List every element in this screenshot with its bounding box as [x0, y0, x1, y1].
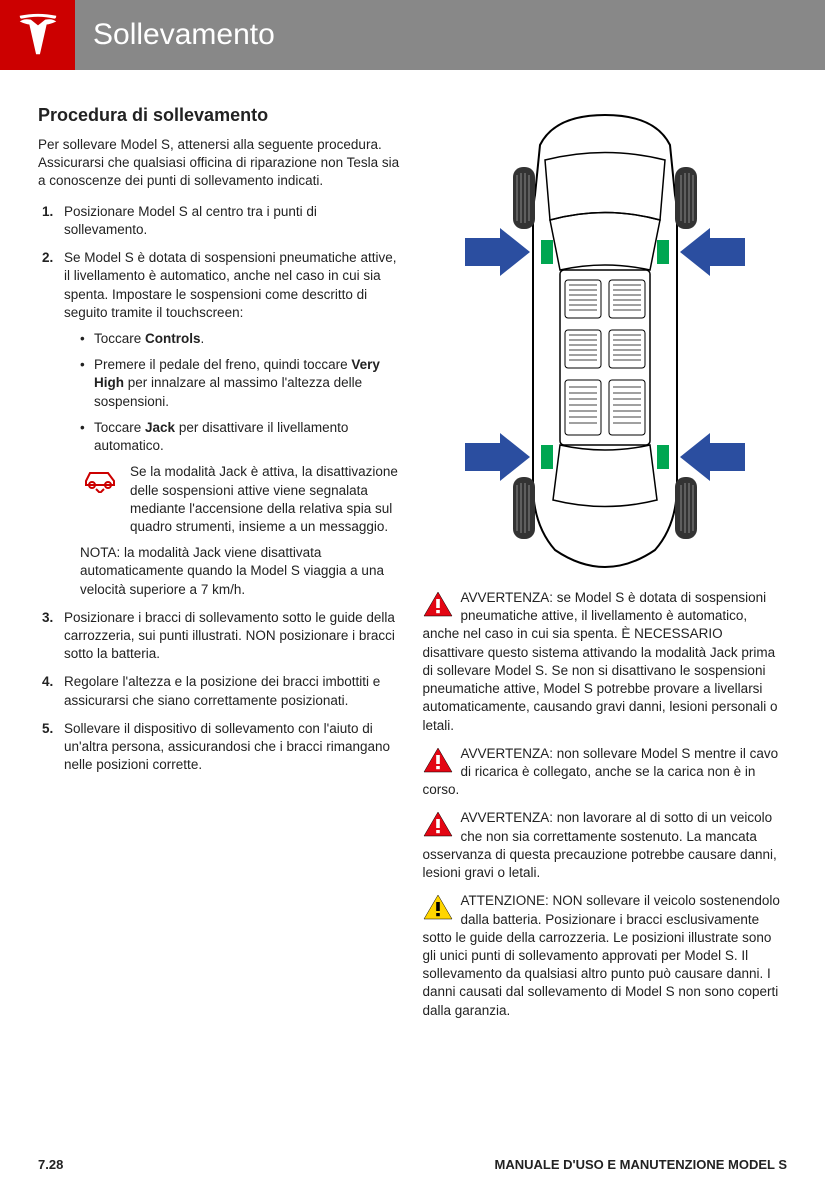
step-2: Se Model S è dotata di sospensioni pneum… — [38, 249, 403, 599]
step-3: Posizionare i bracci di sollevamento sot… — [38, 609, 403, 664]
header-bar: Sollevamento — [0, 0, 825, 70]
jack-mode-note: Se la modalità Jack è attiva, la disatti… — [80, 463, 403, 536]
content-area: Procedura di sollevamento Per sollevare … — [0, 70, 825, 1030]
section-heading: Procedura di sollevamento — [38, 105, 403, 126]
tesla-logo-icon — [14, 11, 62, 59]
manual-title: MANUALE D'USO E MANUTENZIONE MODEL S — [495, 1157, 787, 1172]
warning-icon — [423, 747, 453, 773]
lift-points-diagram — [423, 105, 788, 575]
warning-3: AVVERTENZA: non lavorare al di sotto di … — [423, 809, 788, 882]
left-column: Procedura di sollevamento Per sollevare … — [38, 105, 403, 1030]
step-1: Posizionare Model S al centro tra i punt… — [38, 203, 403, 239]
page-number: 7.28 — [38, 1157, 63, 1172]
bullet-jack: Toccare Jack per disattivare il livellam… — [80, 419, 403, 455]
suspension-car-icon — [80, 463, 120, 493]
step-2-sublist: Toccare Controls. Premere il pedale del … — [64, 330, 403, 455]
warning-icon — [423, 811, 453, 837]
bullet-very-high: Premere il pedale del freno, quindi tocc… — [80, 356, 403, 411]
warning-2-text: AVVERTENZA: non sollevare Model S mentre… — [423, 746, 779, 797]
step-5: Sollevare il dispositivo di sollevamento… — [38, 720, 403, 775]
jack-mode-note-text: Se la modalità Jack è attiva, la disatti… — [130, 463, 403, 536]
caution-1-text: ATTENZIONE: NON sollevare il veicolo sos… — [423, 893, 780, 1017]
intro-paragraph: Per sollevare Model S, attenersi alla se… — [38, 136, 403, 191]
title-bar: Sollevamento — [75, 0, 825, 70]
caution-1: ATTENZIONE: NON sollevare il veicolo sos… — [423, 892, 788, 1020]
step-4: Regolare l'altezza e la posizione dei br… — [38, 673, 403, 709]
warning-1-text: AVVERTENZA: se Model S è dotata di sospe… — [423, 590, 778, 733]
warning-icon — [423, 591, 453, 617]
brand-logo — [0, 0, 75, 70]
procedure-list: Posizionare Model S al centro tra i punt… — [38, 203, 403, 775]
nota-text: NOTA: la modalità Jack viene disattivata… — [80, 544, 403, 599]
right-column: AVVERTENZA: se Model S è dotata di sospe… — [423, 105, 788, 1030]
step-2-text: Se Model S è dotata di sospensioni pneum… — [64, 250, 396, 320]
warning-3-text: AVVERTENZA: non lavorare al di sotto di … — [423, 810, 777, 880]
bullet-controls: Toccare Controls. — [80, 330, 403, 348]
warning-2: AVVERTENZA: non sollevare Model S mentre… — [423, 745, 788, 800]
warning-1: AVVERTENZA: se Model S è dotata di sospe… — [423, 589, 788, 735]
page-title: Sollevamento — [93, 18, 275, 52]
page-footer: 7.28 MANUALE D'USO E MANUTENZIONE MODEL … — [38, 1157, 787, 1172]
caution-icon — [423, 894, 453, 920]
